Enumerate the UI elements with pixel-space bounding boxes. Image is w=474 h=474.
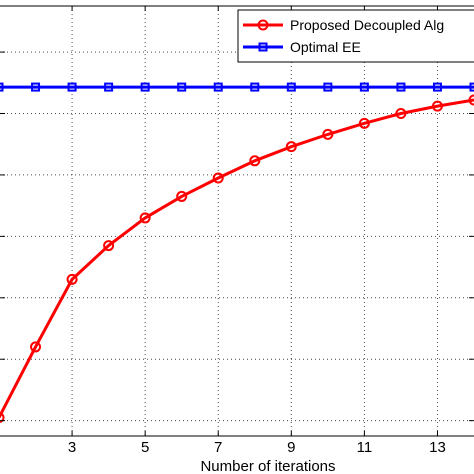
data-point-circle xyxy=(66,273,78,285)
legend: Proposed Decoupled Alg Optimal EE xyxy=(237,9,474,63)
legend-marker-circle xyxy=(257,19,269,31)
data-point-circle xyxy=(431,100,443,112)
data-point-square xyxy=(140,82,150,92)
x-tick-label: 5 xyxy=(141,439,149,456)
data-point-square xyxy=(104,82,114,92)
data-point-circle xyxy=(139,212,151,224)
legend-marker-square xyxy=(258,42,268,52)
data-point-circle xyxy=(249,155,261,167)
data-point-square xyxy=(177,82,187,92)
data-point-square xyxy=(469,82,474,92)
grid xyxy=(0,6,474,436)
data-point-circle xyxy=(212,172,224,184)
x-axis-label: Number of iterations xyxy=(200,458,335,474)
data-point-square xyxy=(0,82,4,92)
data-point-square xyxy=(213,82,223,92)
legend-box xyxy=(237,9,474,63)
x-tick-label: 3 xyxy=(68,439,76,456)
data-point-circle xyxy=(176,190,188,202)
data-point-square xyxy=(31,82,41,92)
data-point-circle xyxy=(395,108,407,119)
axes: 3 5 7 9 11 13 xyxy=(0,5,474,456)
legend-entry-label: Proposed Decoupled Alg xyxy=(290,17,444,33)
data-point-circle xyxy=(322,128,334,140)
data-point-circle xyxy=(103,240,115,252)
legend-entry-label: Optimal EE xyxy=(290,39,361,55)
data-point-circle xyxy=(30,341,42,353)
data-point-circle xyxy=(0,412,5,423)
data-point-circle xyxy=(468,94,474,106)
data-point-square xyxy=(250,82,260,92)
data-point-square xyxy=(396,82,406,92)
plot-series xyxy=(0,82,474,423)
data-point-square xyxy=(67,82,77,92)
data-point-square xyxy=(432,82,442,92)
x-tick-label: 7 xyxy=(214,439,222,456)
data-point-square xyxy=(286,82,296,92)
data-point-circle xyxy=(358,117,370,129)
x-tick-label: 9 xyxy=(287,439,295,456)
data-point-square xyxy=(323,82,333,92)
x-tick-label: 13 xyxy=(429,439,446,456)
data-point-circle xyxy=(285,141,297,153)
series-line-0 xyxy=(0,98,474,419)
data-point-square xyxy=(359,82,369,92)
x-tick-label: 11 xyxy=(357,439,373,456)
